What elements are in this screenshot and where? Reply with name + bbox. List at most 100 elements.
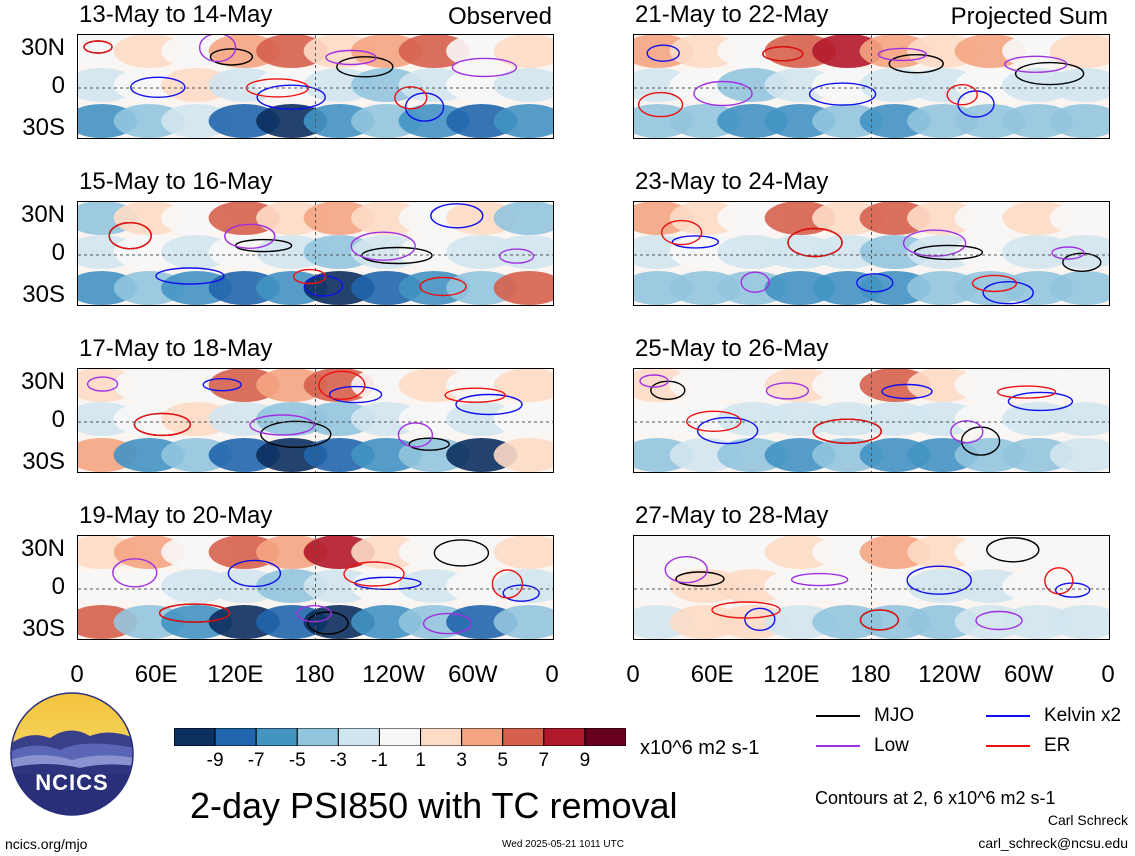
map-panel-svg xyxy=(78,35,553,138)
contour-3 xyxy=(637,91,684,118)
x-tick-label: 120W xyxy=(362,661,425,688)
legend-label: ER xyxy=(1044,735,1071,756)
contour-2 xyxy=(664,556,708,584)
map-panel-svg xyxy=(78,536,553,639)
contour-2 xyxy=(397,422,434,448)
x-tick-label: 180 xyxy=(294,661,335,688)
colorbar-tick-label: -1 xyxy=(371,750,388,771)
y-tick-label: 0 xyxy=(51,573,65,600)
map-panel xyxy=(633,201,1110,306)
contour-3 xyxy=(660,219,703,246)
x-tick-label: 60E xyxy=(134,661,178,688)
contour-2 xyxy=(249,414,315,436)
panel-title: 17-May to 18-May xyxy=(79,335,273,362)
contour-0 xyxy=(209,48,254,66)
contour-2 xyxy=(877,47,928,62)
contour-0 xyxy=(336,56,394,78)
colorbar-swatch xyxy=(420,727,463,747)
anomaly-cell xyxy=(1049,402,1109,436)
colorbar-swatch xyxy=(461,727,504,747)
anomaly-cell xyxy=(493,235,553,269)
colorbar-swatch xyxy=(337,727,380,747)
panel-corner-label: Observed xyxy=(447,3,552,30)
contour-3 xyxy=(996,385,1057,399)
contour-0 xyxy=(433,539,490,567)
y-tick-label: 30S xyxy=(22,448,65,475)
contour-2 xyxy=(765,382,810,400)
contour-2 xyxy=(224,223,276,249)
anomaly-cell xyxy=(493,536,553,569)
y-tick-label: 30S xyxy=(22,114,65,141)
legend-item: ER xyxy=(986,735,1070,757)
map-panel-svg xyxy=(78,202,553,305)
colorbar-tick-label: 5 xyxy=(497,750,508,771)
author: Carl Schreck xyxy=(1047,812,1128,828)
y-tick-label: 0 xyxy=(51,239,65,266)
contour-3 xyxy=(946,84,978,106)
contour-0 xyxy=(675,571,725,587)
colorbar-units: x10^6 m2 s-1 xyxy=(640,737,760,759)
x-tick-label: 60E xyxy=(690,661,734,688)
panel-title: 25-May to 26-May xyxy=(635,335,829,362)
legend-item: MJO xyxy=(816,705,914,727)
legend-line-swatch xyxy=(816,715,860,717)
anomaly-cell xyxy=(493,569,553,603)
anomaly-cell xyxy=(493,68,553,102)
map-panel xyxy=(633,34,1110,139)
x-tick-label: 120E xyxy=(763,661,820,688)
colorbar-tick-label: -3 xyxy=(329,750,347,771)
colorbar-swatch xyxy=(543,727,586,747)
colorbar-tick-label: -7 xyxy=(247,750,265,771)
x-tick-label: 120E xyxy=(207,661,264,688)
contour-1 xyxy=(256,84,326,110)
colorbar-tick-label: 7 xyxy=(538,750,550,771)
map-panel xyxy=(633,368,1110,473)
contour-0 xyxy=(260,420,332,449)
anomaly-cell xyxy=(493,605,553,639)
colorbar-tick-label: 9 xyxy=(579,750,591,771)
colorbar-swatch xyxy=(502,727,545,747)
contour-3 xyxy=(343,561,405,587)
y-tick-label: 0 xyxy=(51,72,65,99)
map-panel-svg xyxy=(634,536,1109,639)
anomaly-cell xyxy=(493,35,553,68)
contour-3 xyxy=(491,569,524,599)
legend-item: Kelvin x2 xyxy=(986,705,1121,727)
contour-1 xyxy=(328,385,383,404)
contour-3 xyxy=(83,40,113,54)
legend-line-swatch xyxy=(986,715,1030,717)
anomaly-cell xyxy=(1049,369,1109,402)
contour-1 xyxy=(906,565,972,595)
colorbar-tick-label: -9 xyxy=(206,750,224,771)
anomaly-cell xyxy=(493,104,553,138)
contour-1 xyxy=(455,393,523,416)
ncics-logo-icon xyxy=(10,692,134,816)
anomaly-cell xyxy=(1049,536,1109,569)
contour-levels-note: Contours at 2, 6 x10^6 m2 s-1 xyxy=(815,788,1056,808)
contour-1 xyxy=(303,275,344,297)
contour-2 xyxy=(350,231,416,261)
anomaly-cell xyxy=(1049,35,1109,68)
x-tick-label: 60W xyxy=(1004,661,1054,688)
contour-2 xyxy=(86,376,119,392)
contour-2 xyxy=(975,610,1023,631)
x-tick-label: 0 xyxy=(545,661,559,688)
x-tick-label: 120W xyxy=(918,661,981,688)
contour-1 xyxy=(155,267,225,285)
x-tick-label: 0 xyxy=(70,661,84,688)
anomaly-cell xyxy=(1049,569,1109,603)
map-panel-svg xyxy=(634,35,1109,138)
map-panel-svg xyxy=(634,202,1109,305)
timestamp: Wed 2025-05-21 1011 UTC xyxy=(502,839,624,850)
panel-title: 19-May to 20-May xyxy=(79,502,273,529)
legend-label: Low xyxy=(874,735,909,756)
contour-1 xyxy=(130,76,186,98)
contour-1 xyxy=(881,383,933,400)
colorbar-tick-label: 1 xyxy=(415,750,426,771)
contour-3 xyxy=(133,412,192,437)
y-tick-label: 30S xyxy=(22,281,65,308)
contour-2 xyxy=(1004,55,1068,73)
contour-2 xyxy=(325,49,377,66)
colorbar-swatch xyxy=(296,727,339,747)
contour-2 xyxy=(112,558,158,588)
